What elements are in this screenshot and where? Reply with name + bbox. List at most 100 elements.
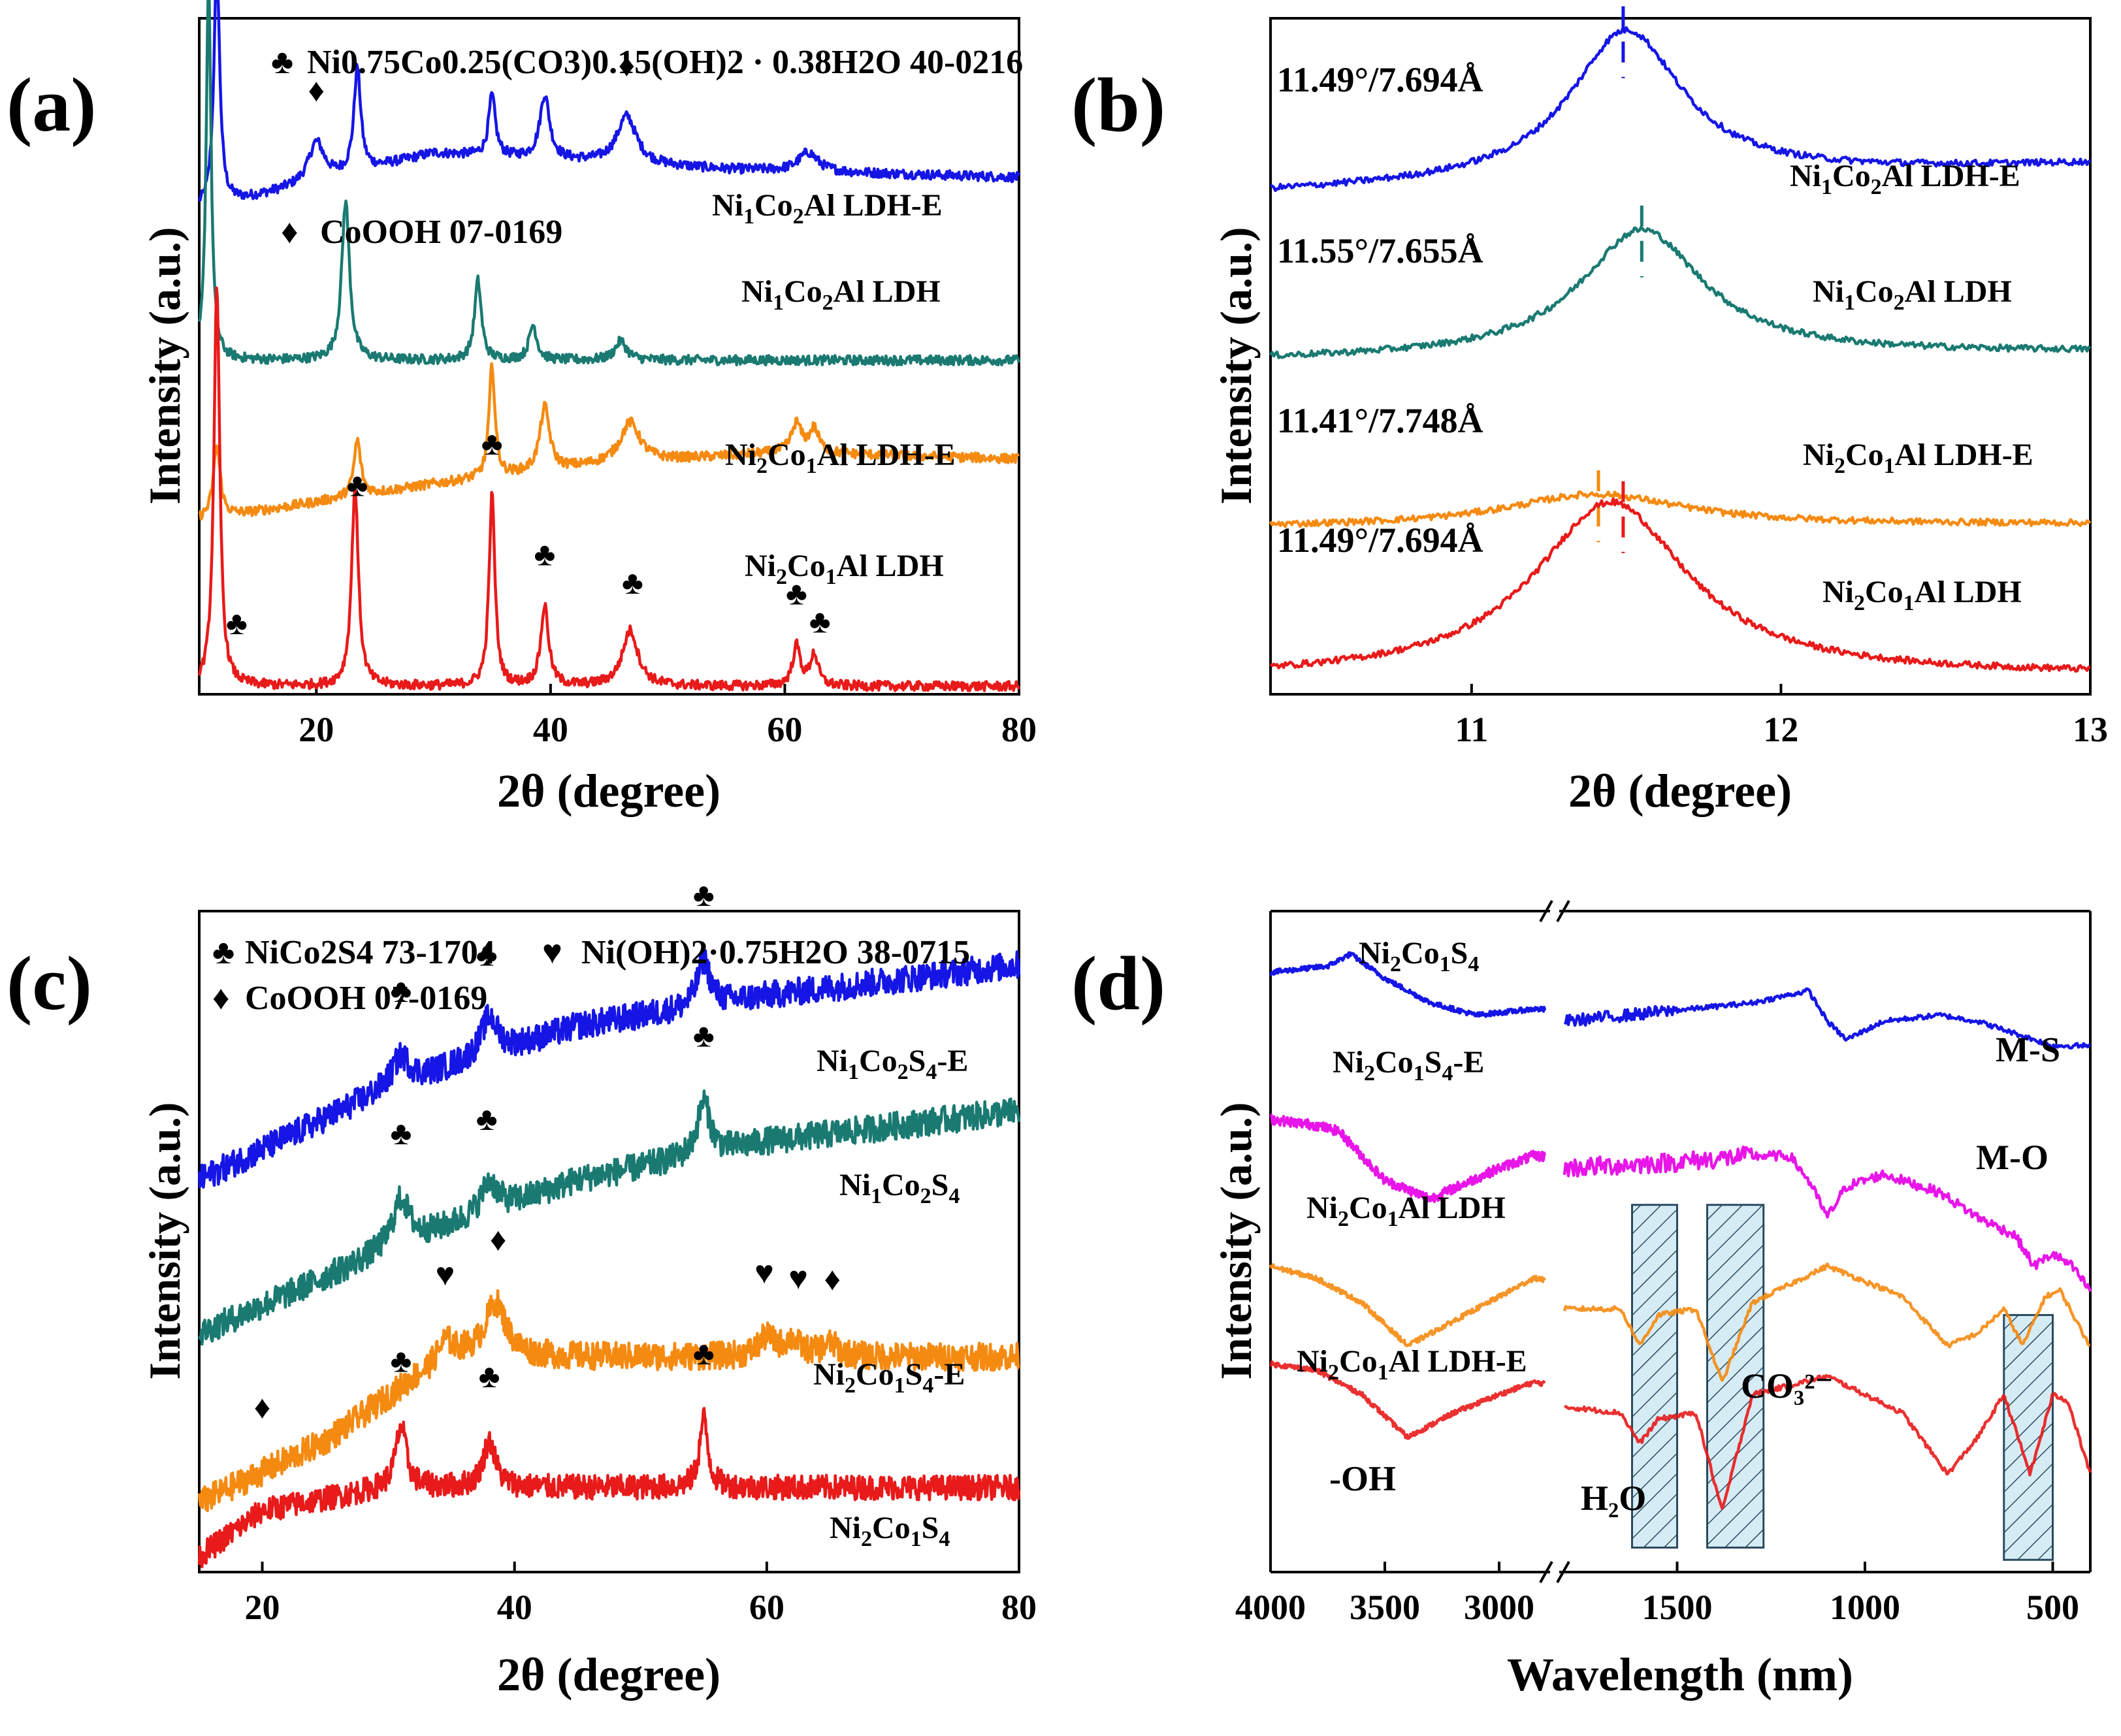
series-label-c-3: Ni2Co1S4 — [830, 1511, 950, 1551]
series-line-a-1 — [197, 0, 1021, 367]
xtick-label-c-3: 80 — [1001, 1588, 1037, 1627]
series-line-b-1 — [1269, 225, 2092, 360]
series-line-d-3-seg0 — [1269, 1360, 1546, 1440]
xtick-label-a-1: 40 — [533, 710, 568, 749]
panel-c-xlabel: 2θ (degree) — [497, 1648, 720, 1701]
peak-marker-a-3-1: ♣ — [347, 467, 368, 504]
peak-label-b-3: 11.49°/7.694Å — [1277, 521, 1483, 560]
peak-marker-c-0-0: ♣ — [391, 972, 412, 1009]
peak-marker-c-0-1: ♣ — [476, 936, 498, 972]
series-line-a-3 — [197, 286, 1021, 692]
panel-b-label: (b) — [1071, 62, 1165, 148]
series-label-a-3: Ni2Co1Al LDH — [745, 549, 944, 589]
peak-label-b-0: 11.49°/7.694Å — [1277, 60, 1483, 99]
peak-marker-a-0-0: ♦ — [308, 72, 325, 108]
xtick-label-a-3: 80 — [1001, 710, 1037, 749]
panel-a-series: ♦♦♣♣♣♣♣ ♣♣ — [197, 0, 1021, 692]
label-ms: M-S — [1996, 1030, 2060, 1069]
legend-diamond-marker-c: ♦ — [212, 980, 230, 1017]
hatch-region-2 — [2003, 1313, 2054, 1561]
xtick-label-d-2: 3000 — [1464, 1588, 1534, 1627]
xtick-label-c-2: 60 — [749, 1588, 785, 1627]
series-label-c-1: Ni1Co2S4 — [839, 1168, 960, 1208]
panel-b-ylabel: Intensity (a.u.) — [1211, 227, 1261, 504]
xtick-label-c-0: 20 — [245, 1588, 280, 1627]
legend-heart-marker-c: ♥ — [542, 934, 562, 971]
peak-marker-c-1-0: ♣ — [391, 1115, 412, 1151]
xtick-label-d-0: 4000 — [1235, 1588, 1306, 1627]
series-label-c-0: Ni1Co2S4-E — [817, 1044, 968, 1084]
peak-label-b-2: 11.41°/7.748Å — [1277, 401, 1483, 440]
peak-marker-a-3-2: ♣ — [481, 425, 503, 462]
label-h2o: H₂O — [1581, 1479, 1646, 1518]
legend-diamond-text: CoOOH 07-0169 — [320, 214, 562, 251]
series-label-c-2: Ni2Co1S4-E — [813, 1357, 965, 1398]
series-label-b-2: Ni2Co1Al LDH-E — [1803, 438, 2033, 478]
panel-c-ylabel: Intensity (a.u.) — [140, 1102, 189, 1379]
panel-a-xlabel: 2θ (degree) — [497, 765, 720, 817]
peak-marker-c-2-4: ♥ — [788, 1260, 808, 1296]
panel-d-xticks: 4000 3500 3000 1500 1000 500 — [1235, 1562, 2079, 1627]
series-label-d-1: Ni2Co1S4-E — [1333, 1045, 1484, 1085]
series-line-a-0 — [197, 0, 1020, 202]
panel-c-legend: ♣ NiCo2S4 73-1704 ♥ Ni(OH)2·0.75H2O 38-0… — [212, 934, 970, 1017]
peak-marker-c-3-2: ♣ — [693, 1335, 715, 1372]
panel-a-ylabel: Intensity (a.u.) — [140, 227, 189, 504]
panel-d-label: (d) — [1071, 940, 1165, 1026]
series-line-d-1-seg0 — [1269, 1113, 1547, 1204]
panel-a-label: (a) — [7, 62, 97, 148]
panel-d: (d) Intensity (a.u.) Wavelength (nm) 400… — [1071, 900, 2092, 1701]
legend-heart-text-c: Ni(OH)2·0.75H2O 38-0715 — [581, 934, 970, 971]
series-line-c-1 — [197, 1089, 1021, 1346]
xtick-label-b-0: 11 — [1455, 710, 1488, 749]
peak-marker-a-3-0: ♣ — [226, 605, 248, 641]
xtick-label-a-2: 60 — [767, 710, 802, 749]
series-label-d-2: Ni2Co1Al LDH — [1306, 1191, 1506, 1231]
series-line-d-3-seg1 — [1564, 1374, 2092, 1510]
peak-marker-c-2-1: ♥ — [436, 1256, 455, 1293]
series-line-d-0-seg0 — [1269, 951, 1547, 1018]
panel-b: (b) Intensity (a.u.) 2θ (degree) 11 12 13 … — [1071, 6, 2108, 817]
axis-break-a-1 — [1539, 1561, 1553, 1583]
legend-clover-marker: ♣ — [271, 44, 293, 81]
series-line-d-2-seg0 — [1269, 1262, 1547, 1347]
panel-d-series — [1269, 951, 2092, 1510]
series-line-c-3 — [197, 1407, 1021, 1569]
panel-c-xticks: 20 40 60 80 — [245, 1562, 1037, 1627]
legend-clover-text: Ni0.75Co0.25(CO3)0.15(OH)2 · 0.38H2O 40-… — [307, 44, 1023, 81]
label-co3: CO₃²⁻ — [1741, 1366, 1834, 1406]
panel-d-ylabel: Intensity (a.u.) — [1211, 1102, 1261, 1379]
axis-break-b-0 — [1556, 900, 1570, 922]
peak-marker-a-3-4: ♣ — [622, 564, 643, 601]
hatch-region-0 — [1631, 1204, 1678, 1549]
legend-diamond-marker: ♦ — [281, 214, 299, 251]
axis-break-b-1 — [1556, 1561, 1570, 1583]
panel-d-hatch-regions — [1631, 1204, 2054, 1561]
panel-b-xticks: 11 12 13 — [1455, 684, 2108, 749]
panel-a-frame — [198, 17, 1020, 696]
legend-clover-marker-c: ♣ — [212, 934, 235, 971]
peak-marker-c-2-5: ♦ — [824, 1261, 841, 1297]
panel-b-frame — [1269, 17, 2092, 696]
peak-marker-c-2-0: ♦ — [254, 1389, 271, 1425]
series-label-b-1: Ni1Co2Al LDH — [1813, 274, 2012, 315]
peak-marker-c-3-0: ♣ — [391, 1343, 412, 1379]
panel-c-label: (c) — [7, 940, 92, 1026]
series-line-b-0 — [1270, 25, 2092, 193]
series-line-c-0 — [197, 946, 1021, 1189]
xtick-label-d-1: 3500 — [1350, 1588, 1420, 1627]
peak-marker-c-2-2: ♦ — [490, 1221, 507, 1258]
series-label-b-3: Ni2Co1Al LDH — [1822, 575, 2022, 615]
panel-c: (c) Intensity (a.u.) 2θ (degree) 20 40 60 8… — [7, 876, 1037, 1701]
panel-a: (a) Intensity (a.u.) 2θ (degree) 20 40 60 8… — [7, 0, 1037, 817]
panel-a-legend: ♣ Ni0.75Co0.25(CO3)0.15(OH)2 · 0.38H2O 4… — [271, 44, 1023, 251]
series-line-b-2 — [1269, 490, 2092, 528]
series-label-d-0: Ni2Co1S4 — [1359, 936, 1479, 976]
series-label-b-0: Ni1Co2Al LDH-E — [1790, 159, 2020, 199]
panel-b-series — [1269, 6, 2092, 673]
peak-marker-a-0-1: ♦ — [619, 46, 636, 83]
series-label-a-2: Ni2Co1Al LDH-E — [725, 438, 956, 478]
series-label-a-0: Ni1Co2Al LDH-E — [712, 188, 943, 229]
series-line-b-3 — [1269, 497, 2091, 673]
